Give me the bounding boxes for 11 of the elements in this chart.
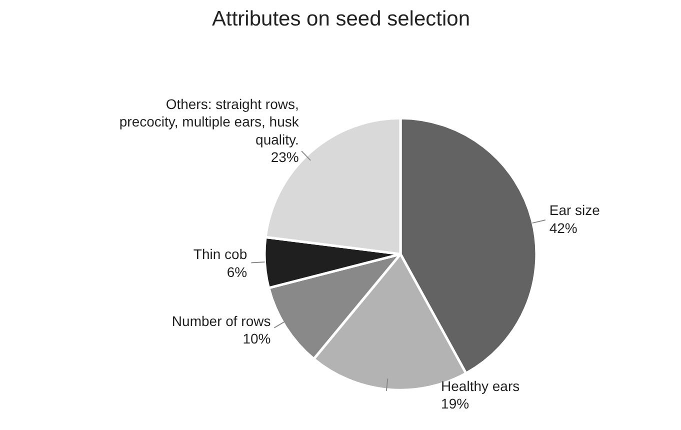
chart-title: Attributes on seed selection: [212, 8, 470, 30]
slice-label: Thin cob: [193, 246, 248, 262]
slice-label: Number of rows: [172, 312, 271, 329]
data-label: 19%: [441, 396, 470, 412]
slice-label: Ear size: [549, 202, 600, 218]
data-label: 6%: [226, 264, 248, 280]
slice-label: Healthy ears: [441, 378, 520, 394]
data-label: 42%: [549, 220, 578, 236]
data-label: 23%: [270, 149, 299, 166]
data-label: 10%: [242, 330, 271, 347]
slice-label: Others: straight rows, precocity, multiple ears, husk quality.: [119, 96, 300, 148]
